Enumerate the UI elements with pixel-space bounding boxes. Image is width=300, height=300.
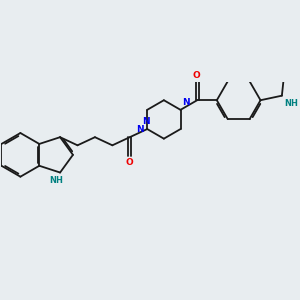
- Text: NH: NH: [50, 176, 63, 185]
- Text: N: N: [136, 124, 144, 134]
- Text: NH: NH: [284, 99, 298, 108]
- Text: N: N: [142, 117, 150, 126]
- Text: O: O: [126, 158, 134, 167]
- Text: N: N: [182, 98, 190, 107]
- Text: O: O: [193, 70, 200, 80]
